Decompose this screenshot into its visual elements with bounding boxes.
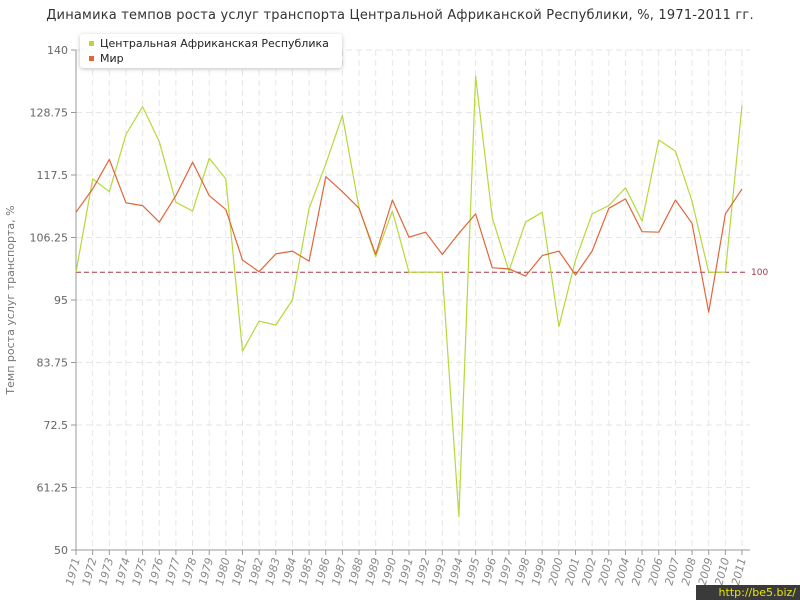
legend-item-car[interactable]: Центральная Африканская Республика <box>89 37 329 51</box>
legend-label-car: Центральная Африканская Республика <box>100 37 329 50</box>
x-tick-labels: 1971197219731974197519761977197819791980… <box>63 556 749 586</box>
legend-label-world: Мир <box>100 52 124 65</box>
axis-layer <box>71 49 750 555</box>
y-tick-labels: 50 61.25 72.5 83.75 95 106.25 117.5 128.75 140 <box>30 44 69 557</box>
reference-line-label: 100 <box>751 268 768 278</box>
watermark-link[interactable]: http://be5.biz/ <box>718 586 796 599</box>
series-line-world[interactable] <box>75 158 743 313</box>
legend-swatch-world <box>89 55 94 61</box>
y-tick-label: 117.5 <box>37 169 69 182</box>
grid-layer <box>75 49 750 551</box>
y-tick-label: 61.25 <box>37 482 69 495</box>
series-layer <box>75 75 743 518</box>
chart-title: Динамика темпов роста услуг транспорта Ц… <box>46 8 754 23</box>
x-tick-label: 2011 <box>729 556 749 586</box>
y-tick-label: 140 <box>47 44 68 57</box>
y-tick-label: 95 <box>54 294 68 307</box>
y-tick-label: 128.75 <box>30 107 69 120</box>
y-tick-label: 72.5 <box>44 419 69 432</box>
legend-item-world[interactable]: Мир <box>89 52 124 66</box>
y-tick-label: 50 <box>54 544 68 557</box>
series-line-car[interactable] <box>75 75 743 518</box>
watermark[interactable]: http://be5.biz/ <box>696 585 800 600</box>
y-tick-label: 106.25 <box>30 232 69 245</box>
reference-line-group: 100 <box>76 268 768 278</box>
legend: Центральная Африканская Республика Мир <box>80 34 342 68</box>
y-tick-label: 83.75 <box>37 357 69 370</box>
y-axis-label: Темп роста услуг транспорта, % <box>4 205 17 395</box>
legend-swatch-car <box>89 40 94 46</box>
